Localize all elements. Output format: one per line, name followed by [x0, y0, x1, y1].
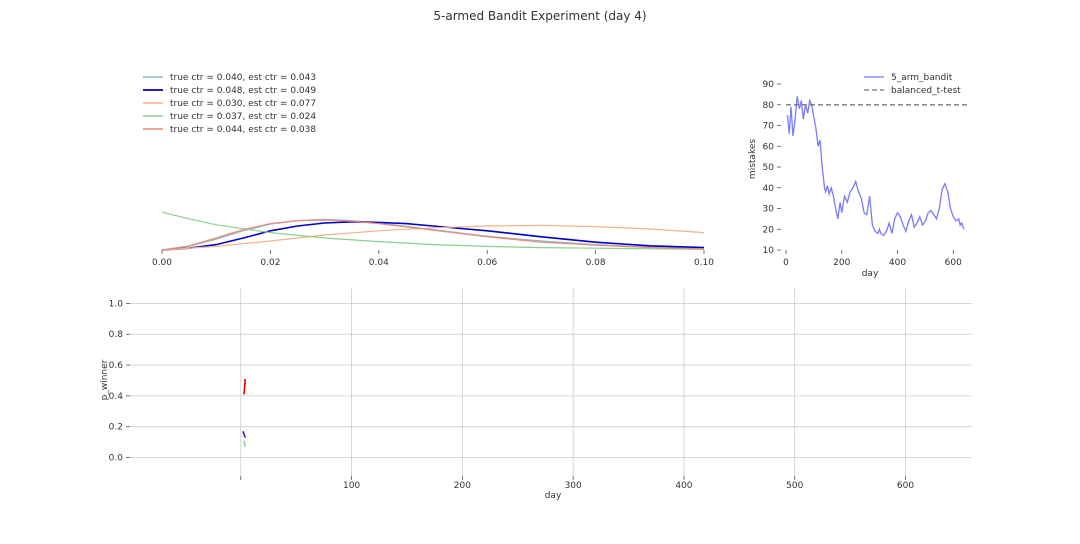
x-tick-label: 0.10 — [694, 258, 714, 268]
y-tick-label: 60 — [763, 142, 775, 152]
y-tick-label: 0.4 — [109, 392, 124, 402]
legend-label-2: true ctr = 0.048, est ctr = 0.049 — [170, 86, 316, 96]
x-tick-label: 200 — [454, 481, 471, 491]
p-winner-line-1 — [243, 378, 246, 395]
y-tick-label: 0.0 — [109, 454, 124, 464]
x-tick-label: 200 — [833, 258, 850, 268]
x-tick-label: 600 — [897, 481, 914, 491]
x-tick-label: 600 — [945, 258, 962, 268]
legend-label-5_arm_bandit: 5_arm_bandit — [891, 73, 953, 83]
y-tick-label: 80 — [763, 101, 775, 111]
y-tick-label: 40 — [763, 184, 775, 194]
x-tick-label: 0 — [783, 258, 789, 268]
y-tick-label: 90 — [763, 80, 775, 90]
x-tick-label: 100 — [343, 481, 360, 491]
figure-title: 5-armed Bandit Experiment (day 4) — [433, 9, 647, 23]
legend-label-3: true ctr = 0.030, est ctr = 0.077 — [170, 99, 316, 109]
x-tick-label: 0.08 — [586, 258, 606, 268]
legend-label-1: true ctr = 0.040, est ctr = 0.043 — [170, 73, 316, 83]
x-tick-label: 400 — [889, 258, 906, 268]
x-axis-label: day — [545, 491, 562, 501]
density-line-5 — [161, 219, 705, 251]
y-tick-label: 70 — [763, 122, 775, 132]
x-tick-label: 0.00 — [152, 258, 172, 268]
legend-label-balanced_t-test: balanced_t-test — [891, 86, 961, 96]
x-tick-label: 500 — [786, 481, 803, 491]
y-axis-label: mistakes — [748, 139, 758, 179]
x-tick-label: 400 — [675, 481, 692, 491]
x-axis-label: day — [862, 269, 879, 279]
x-tick-label: 0.06 — [477, 258, 497, 268]
y-tick-label: 30 — [763, 205, 775, 215]
x-tick-label: 0.04 — [369, 258, 389, 268]
legend-label-4: true ctr = 0.037, est ctr = 0.024 — [170, 112, 316, 122]
y-tick-label: 0.2 — [109, 423, 123, 433]
density-line-3 — [161, 224, 705, 251]
y-tick-label: 1.0 — [109, 299, 124, 309]
bandit-mistakes-line — [786, 96, 965, 237]
y-tick-label: 20 — [763, 225, 775, 235]
density-line-1 — [161, 218, 705, 251]
p-winner-line-3 — [243, 440, 246, 447]
p-winner-line-2 — [242, 431, 246, 438]
y-axis-label: p_winner — [100, 359, 110, 400]
y-tick-label: 50 — [763, 163, 775, 173]
x-tick-label: 300 — [565, 481, 582, 491]
x-tick-label: 0.02 — [260, 258, 280, 268]
y-tick-label: 10 — [763, 246, 775, 256]
y-tick-label: 0.6 — [109, 361, 124, 371]
density-line-4 — [161, 211, 705, 250]
y-tick-label: 0.8 — [109, 330, 124, 340]
legend-label-5: true ctr = 0.044, est ctr = 0.038 — [170, 125, 316, 135]
